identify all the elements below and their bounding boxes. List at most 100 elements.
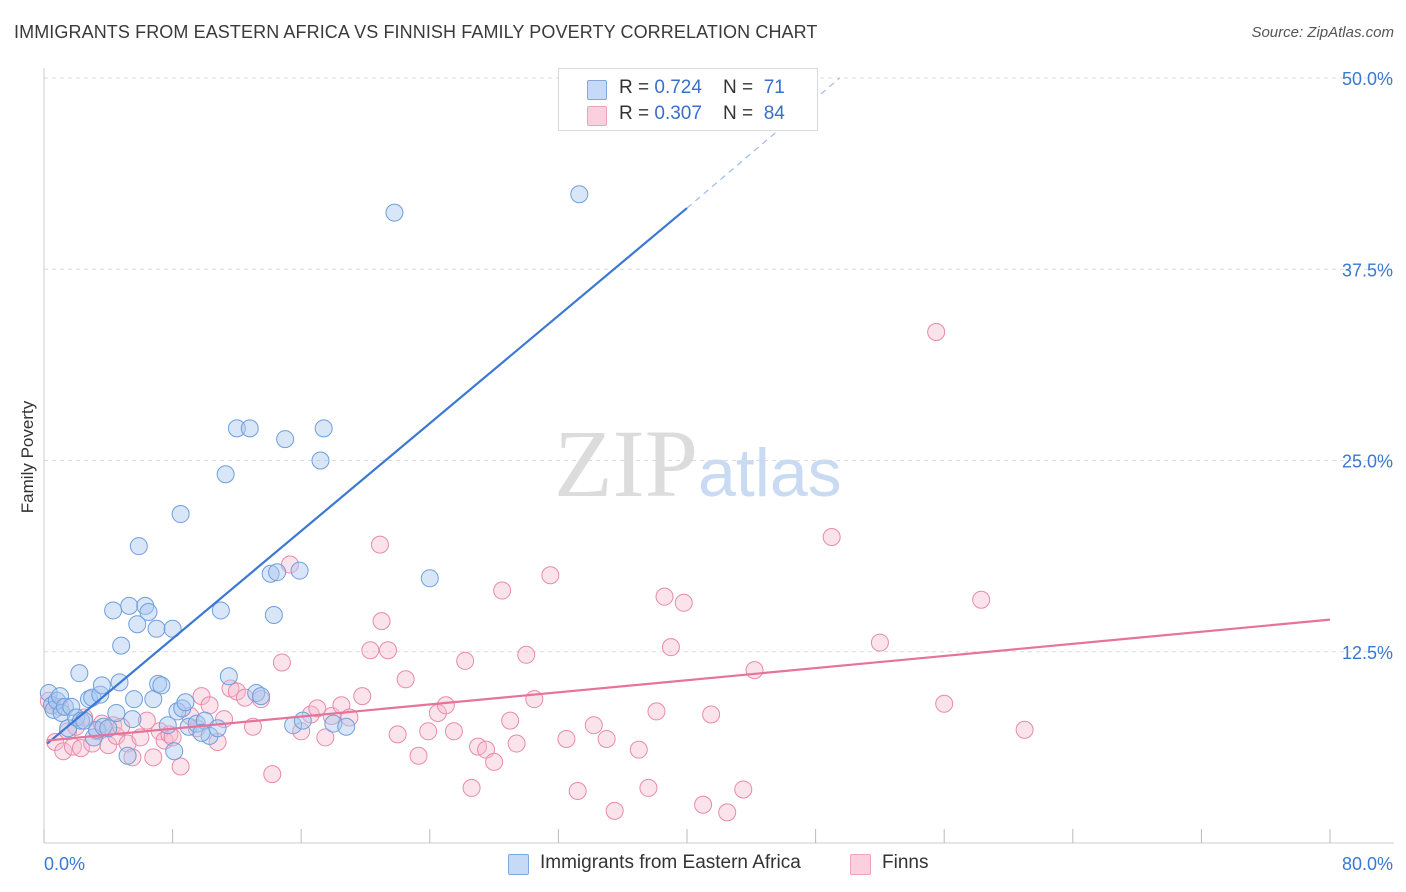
eastern-africa-point [171, 505, 190, 524]
finns-point [144, 748, 163, 767]
legend-label: Finns [882, 852, 929, 873]
finns-point [92, 714, 111, 733]
finns-point [388, 725, 407, 744]
finns-point [493, 581, 512, 600]
eastern-africa-point [128, 615, 147, 634]
finns-point [972, 590, 991, 609]
finns-point [379, 641, 398, 660]
finns-point [927, 322, 946, 341]
watermark-atlas: atlas [698, 435, 842, 511]
source-label: Source: ZipAtlas.com [1251, 24, 1394, 41]
eastern-africa-point [420, 569, 439, 588]
finns-point [718, 803, 737, 822]
eastern-africa-point [149, 674, 168, 693]
eastern-africa-point [219, 667, 238, 686]
stats-text-blue: R = 0.724 N = 71 [619, 77, 785, 99]
stats-legend: R = 0.724 N = 71 R = 0.307 N = 84 [558, 68, 818, 131]
finns-point [694, 795, 713, 814]
finns-point [71, 739, 90, 758]
finns-point [702, 705, 721, 724]
finns-point [597, 729, 616, 748]
eastern-africa-point [192, 723, 211, 742]
eastern-africa-point [276, 430, 295, 449]
eastern-africa-trendline [46, 207, 688, 745]
chart-title: IMMIGRANTS FROM EASTERN AFRICA VS FINNIS… [14, 22, 818, 42]
finns-point [507, 734, 526, 753]
finns-point [456, 651, 475, 670]
eastern-africa-point [104, 601, 123, 620]
eastern-africa-point [112, 636, 131, 655]
finns-trendline [47, 618, 1331, 742]
eastern-africa-point [385, 203, 404, 222]
eastern-africa-point [208, 719, 227, 738]
eastern-africa-point [268, 563, 287, 582]
eastern-africa-point [147, 619, 166, 638]
eastern-africa-point [129, 537, 148, 556]
finns-point [568, 781, 587, 800]
watermark-zip: ZIP [554, 410, 698, 517]
eastern-africa-point [240, 419, 259, 438]
r-value: 0.307 [654, 103, 702, 124]
finns-point [54, 742, 73, 761]
eastern-africa-point [252, 687, 271, 706]
finns-point [647, 702, 666, 721]
finns-point [734, 780, 753, 799]
eastern-africa-point [165, 742, 184, 761]
n-label: N = [723, 103, 759, 124]
finns-point [935, 694, 954, 713]
finns-point [501, 711, 520, 730]
finns-point [171, 757, 190, 776]
finns-point [396, 670, 415, 689]
finns-point [605, 801, 624, 820]
finns-point [444, 722, 463, 741]
finns-point [674, 593, 693, 612]
finns-point [557, 729, 576, 748]
finns-point [419, 722, 438, 741]
x-tick-label: 0.0% [44, 854, 85, 874]
eastern-africa-point [337, 717, 356, 736]
finns-point [661, 638, 680, 657]
eastern-africa-point [55, 697, 74, 716]
finns-point [639, 778, 658, 797]
finns-point [517, 645, 536, 664]
eastern-africa-point [92, 676, 111, 695]
blue-swatch [587, 80, 607, 100]
eastern-africa-point [314, 419, 333, 438]
eastern-africa-point [120, 596, 139, 615]
finns-point [745, 661, 764, 680]
y-tick-label: 37.5% [1342, 260, 1393, 280]
n-label: N = [723, 77, 759, 98]
pink-swatch [587, 106, 607, 126]
pink-swatch [850, 854, 871, 875]
finns-point [308, 699, 327, 718]
finns-point [409, 746, 428, 765]
finns-point [263, 765, 282, 784]
stats-text-pink: R = 0.307 N = 84 [619, 103, 785, 125]
eastern-africa-point [290, 561, 309, 580]
series-legend: Immigrants from Eastern Africa Finns [0, 852, 1406, 878]
r-value: 0.724 [654, 77, 702, 98]
eastern-africa-point [293, 711, 312, 730]
eastern-africa-point [139, 602, 158, 621]
finns-point [353, 687, 372, 706]
eastern-africa-point [62, 697, 81, 716]
eastern-africa-point [125, 690, 144, 709]
x-tick-label: 80.0% [1342, 854, 1393, 874]
eastern-africa-point [311, 451, 330, 470]
finns-point [235, 688, 254, 707]
eastern-africa-point [216, 465, 235, 484]
finns-point [200, 696, 219, 715]
eastern-africa-point [227, 419, 246, 438]
finns-point [822, 528, 841, 546]
eastern-africa-point [152, 676, 171, 695]
finns-point [1015, 720, 1034, 739]
eastern-africa-point [211, 601, 230, 620]
finns-point [436, 696, 455, 715]
eastern-africa-point [91, 685, 110, 704]
finns-point [372, 612, 391, 631]
blue-swatch [508, 854, 529, 875]
n-value: 71 [763, 77, 785, 98]
eastern-africa-point [264, 606, 283, 625]
y-tick-label: 50.0% [1342, 69, 1393, 89]
finns-point [541, 566, 560, 585]
